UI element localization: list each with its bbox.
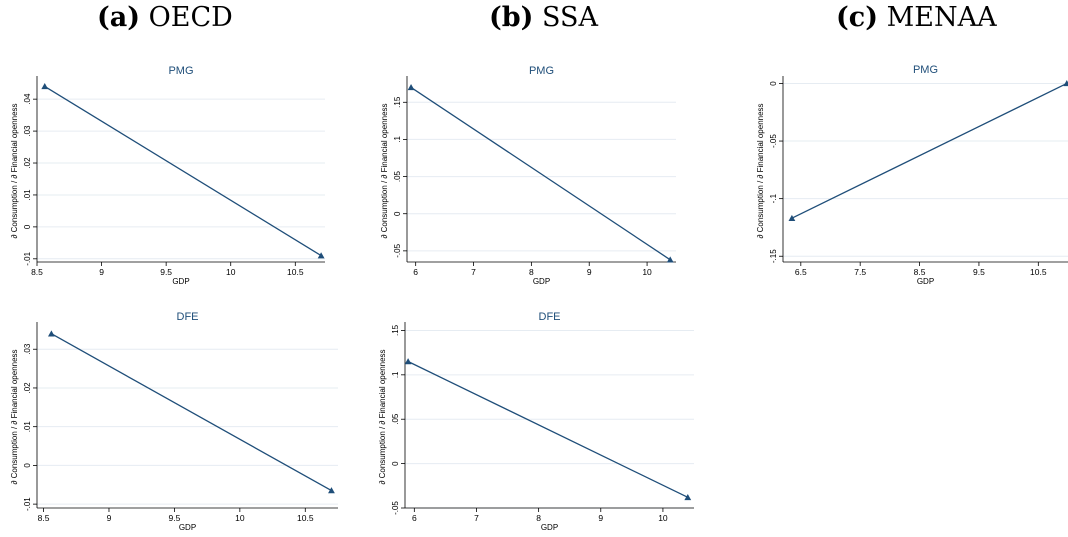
heading-ssa-name: SSA: [542, 2, 599, 33]
y-tick-label: 0: [23, 224, 32, 229]
data-point: [407, 84, 415, 91]
x-tick-label: 9.5: [160, 267, 172, 277]
x-tick-label: 10: [235, 513, 245, 523]
data-point: [404, 358, 412, 365]
y-axis-label: ∂ Consumption / ∂ Financial openness: [380, 103, 389, 238]
y-tick-label: 0: [23, 463, 32, 468]
chart-title: PMG: [168, 65, 193, 77]
x-axis-label: GDP: [541, 523, 558, 532]
series-line: [791, 82, 1068, 219]
y-tick-label: -.01: [23, 497, 32, 511]
x-tick-label: 10: [226, 267, 236, 277]
heading-oecd-name: OECD: [148, 2, 233, 33]
chart-menaa-pmg: -.15 -.1 -.05 0 6.5 7.5 8.5 9.5 10.5 PMG GDP ∂ Cons…: [756, 64, 1068, 286]
y-tick-label: .04: [23, 93, 32, 105]
x-axis-label: GDP: [533, 277, 550, 286]
series-line: [410, 86, 671, 261]
x-tick-label: 8: [529, 267, 534, 277]
data-point: [317, 252, 325, 259]
chart-oecd-pmg: -.01 0 .01 .02 .03 .04 8.5 9 9.5 10 10.5 PMG GDP ∂ Co…: [10, 65, 325, 286]
heading-ssa: (b) SSA: [489, 2, 598, 33]
x-tick-label: 6.5: [795, 267, 807, 277]
y-axis-label: ∂ Consumption / ∂ Financial openness: [378, 349, 387, 484]
heading-menaa-name: MENAA: [886, 2, 997, 33]
data-point: [1063, 80, 1068, 87]
x-tick-label: 10.5: [297, 513, 314, 523]
series-line: [51, 333, 332, 492]
x-tick-label: 9: [587, 267, 592, 277]
y-tick-label: .1: [391, 371, 400, 378]
y-tick-label: -.1: [769, 193, 778, 203]
chart-title: DFE: [177, 311, 199, 323]
x-tick-label: 6: [413, 267, 418, 277]
x-tick-label: 7: [474, 513, 479, 523]
y-tick-label: -.15: [769, 249, 778, 263]
y-tick-label: .05: [391, 413, 400, 425]
heading-oecd: (a) OECD: [97, 2, 233, 33]
y-tick-label: .03: [23, 343, 32, 355]
x-tick-label: 8.5: [914, 267, 926, 277]
y-tick-label: 0: [391, 461, 400, 466]
x-tick-label: 10.5: [1030, 267, 1047, 277]
x-tick-label: 10.5: [287, 267, 304, 277]
y-tick-label: -.05: [393, 243, 402, 257]
chart-title: PMG: [913, 64, 938, 76]
y-tick-label: -.05: [391, 501, 400, 515]
x-tick-label: 8.5: [31, 267, 43, 277]
y-tick-label: .05: [393, 170, 402, 182]
y-tick-label: -.05: [769, 134, 778, 148]
x-tick-label: 9.5: [168, 513, 180, 523]
y-tick-label: .03: [23, 125, 32, 137]
y-tick-label: .01: [23, 421, 32, 433]
x-tick-label: 9: [107, 513, 112, 523]
x-tick-label: 7.5: [854, 267, 866, 277]
y-axis-label: ∂ Consumption / ∂ Financial openness: [10, 103, 19, 238]
data-point: [328, 487, 335, 494]
x-tick-label: 8: [536, 513, 541, 523]
data-point: [41, 82, 49, 90]
x-axis-label: GDP: [172, 277, 189, 286]
x-axis-label: GDP: [917, 277, 934, 286]
x-axis-label: GDP: [179, 523, 196, 532]
x-tick-label: 6: [412, 513, 417, 523]
y-tick-label: .1: [393, 136, 402, 143]
y-tick-label: .15: [391, 324, 400, 336]
x-tick-label: 10: [658, 513, 668, 523]
chart-oecd-dfe: -.01 0 .01 .02 .03 8.5 9 9.5 10 10.5 DFE GDP ∂ Consu…: [10, 311, 338, 532]
y-tick-label: 0: [769, 81, 778, 86]
chart-ssa-pmg: -.05 0 .05 .1 .15 6 7 8 9 10 PMG GDP ∂ Consumption /…: [380, 65, 676, 286]
chart-title: PMG: [529, 65, 554, 77]
data-point: [788, 214, 796, 221]
y-tick-label: 0: [393, 211, 402, 216]
series-line: [44, 85, 322, 257]
y-axis-label: ∂ Consumption / ∂ Financial openness: [10, 349, 19, 484]
y-axis-label: ∂ Consumption / ∂ Financial openness: [756, 103, 765, 238]
heading-ssa-label: (b): [489, 2, 534, 33]
x-tick-label: 7: [471, 267, 476, 277]
data-point: [666, 256, 674, 263]
heading-menaa: (c) MENAA: [836, 2, 997, 33]
series-line: [407, 360, 689, 498]
x-tick-label: 9: [598, 513, 603, 523]
x-tick-label: 9: [99, 267, 104, 277]
y-tick-label: .15: [393, 96, 402, 108]
y-tick-label: .02: [23, 157, 32, 169]
x-tick-label: 9.5: [973, 267, 985, 277]
y-tick-label: .01: [23, 189, 32, 201]
chart-title: DFE: [539, 311, 561, 323]
y-tick-label: .02: [23, 382, 32, 394]
data-point: [684, 493, 692, 501]
x-tick-label: 8.5: [38, 513, 50, 523]
data-point: [47, 330, 55, 337]
heading-oecd-label: (a): [97, 2, 141, 33]
x-tick-label: 10: [642, 267, 652, 277]
heading-menaa-label: (c): [836, 2, 878, 33]
chart-ssa-dfe: -.05 0 .05 .1 .15 6 7 8 9 10 DFE GDP ∂ Consumption /…: [378, 311, 694, 532]
y-tick-label: -.01: [23, 251, 32, 265]
